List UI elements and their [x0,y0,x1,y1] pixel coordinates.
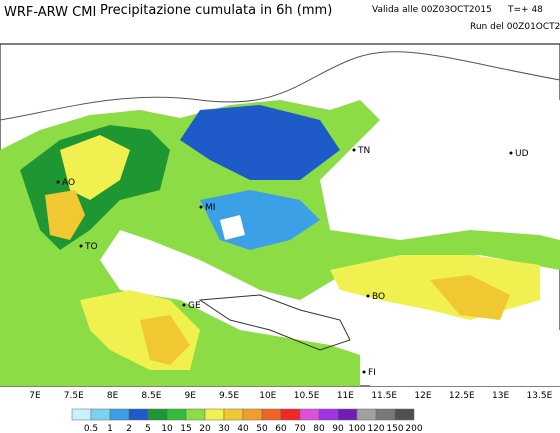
legend-swatch [204,408,225,421]
legend-label: 150 [386,424,403,433]
city-dot [56,180,60,184]
city-label: FI [368,368,376,378]
lon-label: 13E [492,391,509,401]
legend-swatch [109,408,130,421]
city-dot [79,244,83,248]
legend-swatch [90,408,111,421]
city-dot [366,294,370,298]
lon-label: 10.5E [294,391,320,401]
lon-label: 11E [337,391,354,401]
legend-swatch [261,408,282,421]
legend-swatch [394,408,415,421]
lon-label: 13.5E [527,391,553,401]
legend-label: 80 [313,424,325,433]
legend-label: 20 [199,424,211,433]
legend-swatch [356,408,377,421]
legend-label: 1 [107,424,113,433]
legend-label: 60 [275,424,287,433]
city-label: MI [205,203,215,213]
city-dot [352,148,356,152]
title: Precipitazione cumulata in 6h (mm) [100,3,332,18]
lon-label: 9.5E [219,391,239,401]
legend-swatch [242,408,263,421]
legend: 0.5 1 2 5 10 15 20 30 40 50 60 70 80 90 100 120 150 200 [71,408,423,433]
legend-swatch [166,408,187,421]
lon-label: 11.5E [371,391,397,401]
lon-label: 7.5E [64,391,84,401]
run: Run del 00Z01OCT2015 [470,22,560,32]
lon-label: 10E [259,391,276,401]
lon-label: 12E [414,391,431,401]
legend-label: 50 [256,424,268,433]
lon-label: 12.5E [449,391,475,401]
city-label: BO [372,292,385,302]
city-dot [362,370,366,374]
city-dot [509,151,513,155]
city-label: TO [84,242,98,252]
legend-swatch [147,408,168,421]
legend-label: 100 [348,424,365,433]
city-dot [182,303,186,307]
legend-swatch [71,408,92,421]
legend-label: 5 [145,424,151,433]
legend-swatch [375,408,396,421]
valid: Valida alle 00Z03OCT2015 [372,5,492,15]
legend-label: 200 [405,424,422,433]
lon-label: 9E [184,391,196,401]
legend-swatch [280,408,301,421]
legend-label: 40 [237,424,249,433]
model: WRF-ARW CMI [4,5,96,20]
cities: AO TO MI TN UD BO FI GE [56,146,529,378]
legend-label: 30 [218,424,230,433]
legend-label: 0.5 [84,424,98,433]
lon-label: 7E [29,391,41,401]
legend-label: 2 [126,424,132,433]
legend-label: 10 [161,424,173,433]
city-label: GE [188,301,201,311]
city-label: AO [62,178,75,188]
city-label: UD [515,149,529,159]
city-dot [199,205,203,209]
legend-swatch [185,408,206,421]
legend-swatch [128,408,149,421]
legend-label: 70 [294,424,306,433]
step: T=+ 48 [507,5,543,15]
legend-label: 15 [180,424,191,433]
legend-swatch [299,408,320,421]
lon-label: 8.5E [141,391,161,401]
legend-swatch [223,408,244,421]
map [0,43,560,387]
lon-label: 8E [107,391,119,401]
legend-swatch [337,408,358,421]
legend-swatch [318,408,339,421]
city-label: TN [357,146,370,156]
longitudes: 7E 7.5E 8E 8.5E 9E 9.5E 10E 10.5E 11E 11.5E 12E 12.… [29,391,552,401]
legend-label: 90 [332,424,344,433]
legend-label: 120 [367,424,384,433]
